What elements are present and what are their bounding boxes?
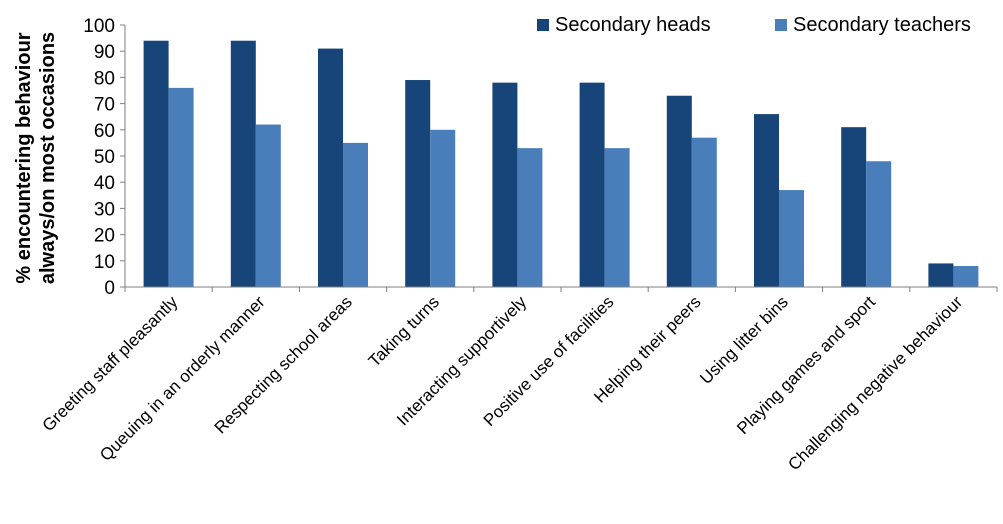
bar-secondary-teachers <box>953 266 979 287</box>
x-tick-label: Queuing in an orderly manner <box>96 292 269 465</box>
y-axis-label-line-1: % encountering behaviour <box>13 32 35 283</box>
bar-series-group <box>143 40 979 288</box>
y-axis-ticks: 0 10 20 30 40 50 60 70 80 90 100 <box>83 16 125 299</box>
y-tick-label: 100 <box>83 16 115 37</box>
legend-swatch <box>775 19 787 31</box>
y-tick-label: 30 <box>94 199 115 220</box>
bar-secondary-teachers <box>255 124 281 287</box>
x-tick-label: Playing games and sport <box>733 292 879 438</box>
x-tick-label: Using litter bins <box>696 292 792 388</box>
y-axis-label-line-2: always/on most occasions <box>37 32 59 284</box>
legend-swatch <box>537 19 549 31</box>
y-tick-label: 60 <box>94 121 115 142</box>
x-tick-label: Challenging negative behaviour <box>784 292 966 474</box>
bar-secondary-heads <box>754 114 779 287</box>
bar-secondary-heads <box>318 48 343 287</box>
legend-label: Secondary teachers <box>793 14 971 36</box>
y-tick-label: 0 <box>104 278 115 299</box>
bar-secondary-teachers <box>604 148 630 287</box>
bar-secondary-teachers <box>168 87 194 287</box>
y-tick-label: 10 <box>94 252 115 273</box>
bar-secondary-teachers <box>430 129 456 287</box>
legend-label: Secondary heads <box>555 14 711 36</box>
axes <box>124 25 998 292</box>
y-tick-label: 20 <box>94 226 115 247</box>
bar-secondary-heads <box>492 82 518 287</box>
bar-secondary-teachers <box>779 190 804 287</box>
bar-secondary-teachers <box>343 142 368 287</box>
bar-secondary-heads <box>143 40 169 287</box>
legend: Secondary heads Secondary teachers <box>537 14 971 36</box>
bar-secondary-heads <box>666 95 692 288</box>
y-axis-label: % encountering behaviour always/on most … <box>13 32 59 284</box>
y-tick-label: 90 <box>94 42 115 63</box>
bar-secondary-heads <box>841 127 867 288</box>
y-tick-label: 40 <box>94 173 115 194</box>
bar-secondary-heads <box>579 82 605 287</box>
bar-secondary-heads <box>928 263 954 287</box>
bar-secondary-heads <box>405 80 431 288</box>
y-tick-label: 70 <box>94 95 115 116</box>
y-tick-label: 50 <box>94 147 115 168</box>
bar-secondary-teachers <box>691 137 717 287</box>
bar-secondary-teachers <box>866 161 892 287</box>
bar-secondary-teachers <box>517 148 543 287</box>
y-tick-label: 80 <box>94 68 115 89</box>
bar-secondary-heads <box>230 40 256 287</box>
x-tick-label: Taking turns <box>365 292 443 370</box>
